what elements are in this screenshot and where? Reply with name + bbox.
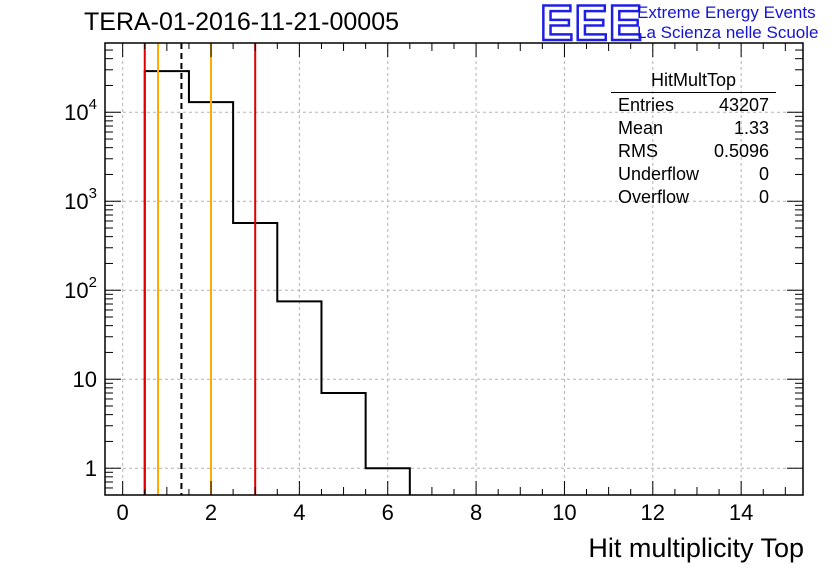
x-tick-label: 4 xyxy=(293,500,305,525)
chart-title: TERA-01-2016-11-21-00005 xyxy=(84,8,400,36)
y-tick-label: 103 xyxy=(64,185,97,214)
stats-row-underflow: Underflow 0 xyxy=(611,163,776,186)
x-tick-label: 2 xyxy=(205,500,217,525)
stats-value: 0 xyxy=(758,187,769,207)
stats-value: 1.33 xyxy=(733,118,769,138)
stats-value: 43207 xyxy=(718,95,769,115)
x-axis-label: Hit multiplicity Top xyxy=(588,533,804,563)
x-tick-label: 14 xyxy=(729,500,753,525)
y-tick-label: 10 xyxy=(73,367,97,392)
histogram-outline xyxy=(143,70,411,495)
stats-row-overflow: Overflow 0 xyxy=(611,186,776,209)
x-tick-label: 6 xyxy=(382,500,394,525)
stats-box: HitMultTop Entries 43207 Mean 1.33 RMS 0… xyxy=(611,70,776,209)
stats-value: 0.5096 xyxy=(713,141,769,161)
logo-line-1: Extreme Energy Events xyxy=(637,3,816,22)
stats-label: RMS xyxy=(618,141,658,161)
stats-box-title: HitMultTop xyxy=(611,70,776,93)
y-tick-label: 1 xyxy=(85,456,97,481)
stats-row-entries: Entries 43207 xyxy=(611,94,776,117)
stats-value: 0 xyxy=(758,164,769,184)
x-tick-label: 12 xyxy=(641,500,665,525)
stats-row-rms: RMS 0.5096 xyxy=(611,140,776,163)
stats-label: Mean xyxy=(618,118,664,138)
stats-label: Overflow xyxy=(618,187,690,207)
x-tick-label: 8 xyxy=(470,500,482,525)
y-tick-label: 104 xyxy=(64,96,97,125)
x-tick-label: 10 xyxy=(552,500,576,525)
y-tick-label: 102 xyxy=(64,274,97,303)
logo-line-2: La Scienza nelle Scuole xyxy=(637,23,819,42)
x-tick-label: 0 xyxy=(117,500,129,525)
stats-row-mean: Mean 1.33 xyxy=(611,117,776,140)
stats-label: Entries xyxy=(618,95,675,115)
stats-label: Underflow xyxy=(618,164,700,184)
